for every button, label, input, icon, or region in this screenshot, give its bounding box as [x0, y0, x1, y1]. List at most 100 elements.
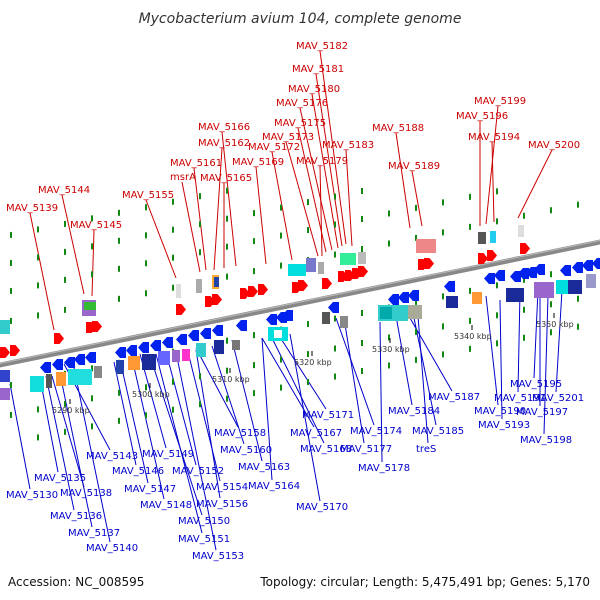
leader-line: [59, 373, 93, 528]
gene-label-bottom: MAV_5184: [388, 406, 440, 417]
track-dot: [523, 276, 525, 283]
leader-line: [91, 229, 95, 297]
leader-line: [271, 337, 325, 444]
track-dot: [37, 226, 39, 233]
track-dot: [280, 262, 282, 269]
leader-line: [289, 333, 321, 502]
gene-arrow: [572, 262, 583, 273]
leader-line: [285, 141, 319, 257]
accession-text: Accession: NC_008595: [8, 575, 144, 589]
leader-line: [345, 149, 353, 247]
track-dot: [10, 411, 12, 418]
track-dot: [253, 390, 255, 397]
gene-label-top: MAV_5172: [248, 142, 300, 153]
track-dot: [172, 378, 174, 385]
track-dot: [469, 193, 471, 200]
track-dot: [91, 395, 93, 402]
gene-label-bottom: MAV_5154: [196, 482, 248, 493]
gene-arrow: [54, 333, 64, 344]
gene-feature: [586, 274, 596, 288]
gene-arrow: [74, 354, 85, 365]
gene-label-top: MAV_5194: [468, 132, 520, 143]
gene-arrow: [52, 359, 63, 370]
track-dot: [172, 284, 174, 291]
track-dot: [523, 334, 525, 341]
track-dot: [64, 276, 66, 283]
track-dot: [334, 315, 336, 322]
track-dot: [10, 231, 12, 238]
scale-tick-label: 5350 kbp: [536, 320, 574, 329]
leader-line: [231, 339, 263, 462]
track-dot: [307, 351, 309, 358]
gene-feature: [0, 388, 10, 400]
track-dot: [334, 193, 336, 200]
track-dot: [253, 238, 255, 245]
track-dot: [172, 198, 174, 205]
leader-line: [213, 147, 223, 271]
gene-arrow: [487, 250, 497, 261]
track-dot: [334, 251, 336, 258]
track-dot: [199, 373, 201, 380]
leader-line: [491, 141, 495, 223]
gene-feature: [68, 369, 92, 385]
track-dot: [226, 215, 228, 222]
gene-feature: [568, 280, 582, 294]
track-dot: [469, 223, 471, 230]
gene-arrow: [478, 253, 488, 264]
track-dot: [64, 248, 66, 255]
gene-feature: [0, 320, 10, 334]
gene-feature: [446, 296, 458, 308]
track-dot: [415, 356, 417, 363]
leader-line: [155, 353, 203, 534]
track-dot: [118, 417, 120, 424]
track-dot: [307, 199, 309, 206]
gene-arrow: [266, 314, 277, 325]
top-strand-labels: MAV_5182 MAV_5181 MAV_5180 MAV_5176 MAV_5199…: [6, 41, 580, 231]
gene-label-bottom: MAV_5148: [140, 500, 192, 511]
gene-arrow: [388, 294, 399, 305]
track-dot: [226, 395, 228, 402]
track-dot: [415, 328, 417, 335]
leader-line: [255, 166, 267, 265]
gene-feature: [0, 370, 10, 382]
gene-arrow: [126, 345, 137, 356]
scale-tick-label: 5300 kbp: [132, 390, 170, 399]
leader-line: [181, 181, 201, 273]
leader-line: [29, 212, 55, 331]
track-dot: [199, 221, 201, 228]
track-dot: [442, 351, 444, 358]
gene-label-bottom: MAV_5158: [214, 428, 266, 439]
gene-feature: [518, 225, 524, 237]
gene-arrow: [150, 340, 161, 351]
leader-line: [165, 351, 197, 466]
gene-arrow: [582, 260, 593, 271]
track-dot: [469, 345, 471, 352]
track-dot: [550, 329, 552, 336]
gene-arrow: [10, 345, 20, 356]
gene-label-bottom: MAV_5147: [124, 484, 176, 495]
gene-arrow: [212, 325, 223, 336]
gene-label-bottom: MAV_5197: [516, 407, 568, 418]
gene-arrow: [0, 347, 10, 358]
leader-line: [555, 289, 563, 393]
track-dot: [145, 384, 147, 391]
gene-arrow: [176, 304, 186, 315]
gene-arrow: [408, 290, 419, 301]
track-dot: [172, 226, 174, 233]
scale-tick-label: 5290 kbp: [52, 406, 90, 415]
track-dot: [199, 193, 201, 200]
gene-arrow: [560, 265, 571, 276]
gene-label-top: msrA: [170, 172, 196, 183]
track-dot: [550, 207, 552, 214]
track-dot: [118, 389, 120, 396]
gene-label-bottom: MAV_5195: [510, 379, 562, 390]
track-dot: [118, 209, 120, 216]
gene-label-bottom: MAV_5185: [412, 426, 464, 437]
gene-feature: [274, 330, 282, 338]
track-dot: [253, 268, 255, 275]
track-dot: [361, 339, 363, 346]
gene-feature: [288, 264, 306, 276]
track-dot: [280, 232, 282, 239]
gene-label-top: MAV_5179: [296, 156, 348, 167]
